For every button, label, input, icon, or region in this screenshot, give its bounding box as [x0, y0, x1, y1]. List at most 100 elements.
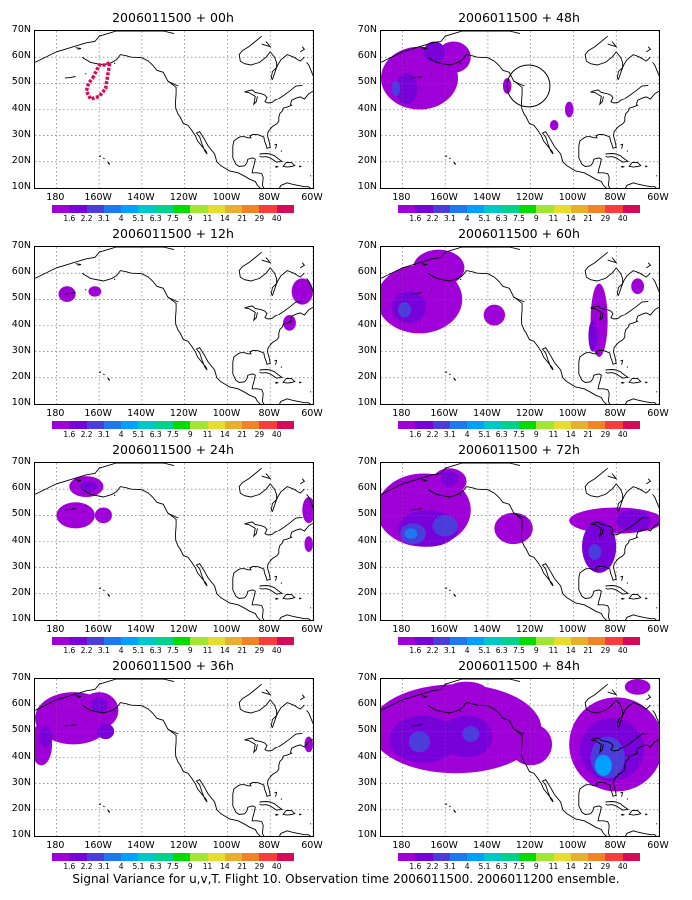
y-tick-label: 70N: [11, 456, 31, 467]
x-tick-label: 120W: [515, 624, 544, 635]
colorbar-label: 7.5: [513, 646, 525, 655]
colorbar-label: 7.5: [167, 214, 179, 223]
coastline: [282, 377, 296, 384]
x-tick-label: 60W: [301, 840, 323, 851]
y-tick-label: 20N: [357, 802, 377, 814]
coastline: [103, 805, 106, 808]
panel-title-0: 2006011500 + 00h: [112, 10, 234, 25]
y-tick-label: 10N: [11, 613, 31, 624]
coastline: [269, 699, 305, 729]
y-tick-label: 20N: [11, 586, 31, 598]
coastline: [278, 300, 303, 316]
y-tick-label: 10N: [357, 613, 377, 624]
colorbar: [52, 853, 294, 861]
coastline: [64, 508, 76, 511]
coastline: [626, 150, 629, 152]
colorbar-swatch: [432, 637, 450, 645]
colorbar-swatch: [518, 421, 537, 429]
colorbar-swatch: [501, 853, 519, 861]
colorbar-label: 29: [254, 214, 265, 223]
x-tick-label: 160W: [430, 840, 458, 851]
colorbar-label: 1.6: [63, 430, 76, 439]
colorbar-label: 3.1: [97, 646, 110, 655]
coastline: [299, 813, 303, 816]
colorbar-swatch: [172, 853, 191, 861]
colorbar-label: 29: [600, 646, 611, 655]
x-tick-label: 180: [392, 192, 411, 203]
coastline: [427, 270, 657, 404]
y-tick-label: 20N: [11, 154, 31, 166]
coastline: [85, 73, 87, 75]
colorbar-label: 1.6: [409, 214, 422, 223]
colorbar-swatch: [449, 421, 468, 429]
x-tick-label: 140W: [473, 408, 501, 419]
y-tick-label: 30N: [357, 560, 377, 572]
coastline: [578, 90, 659, 188]
coastline: [113, 278, 116, 281]
colorbar-label: 5.1: [132, 862, 145, 871]
y-tick-label: 50N: [11, 76, 31, 88]
map-canvas-5: [381, 247, 659, 404]
y-tick-label: 60N: [357, 482, 377, 494]
colorbar-swatch: [622, 205, 640, 213]
variance-blob-6: [304, 736, 313, 753]
variance-blob-1: [79, 481, 98, 492]
variance-blob-11: [616, 510, 651, 532]
coastline: [645, 813, 649, 816]
colorbar-label: 11: [548, 862, 559, 871]
colorbar-label: 5.1: [132, 430, 145, 439]
colorbar-label: 6.3: [149, 646, 162, 655]
coastline: [652, 494, 659, 508]
colorbar-swatch: [518, 637, 537, 645]
coastline: [280, 798, 283, 800]
colorbar-swatch: [605, 421, 623, 429]
colorbar-swatch: [207, 853, 225, 861]
coastline: [99, 155, 102, 158]
colorbar-swatch: [467, 205, 485, 213]
variance-blob-4: [483, 304, 506, 326]
colorbar-label: 4: [118, 862, 124, 871]
coastline: [282, 809, 296, 816]
panel-title-7: 2006011500 + 84h: [458, 658, 580, 673]
coastline: [656, 607, 658, 609]
colorbar: [52, 205, 294, 213]
y-tick-label: 20N: [357, 154, 377, 166]
variance-blob-3: [432, 515, 458, 537]
variance-blob-3: [398, 301, 411, 318]
colorbar-swatch: [536, 421, 554, 429]
x-tick-label: 80W: [258, 408, 280, 419]
coastline: [431, 73, 433, 75]
colorbar-swatch: [207, 637, 225, 645]
colorbar-swatch: [86, 205, 104, 213]
colorbar-label: 9: [533, 430, 539, 439]
y-tick-label: 70N: [11, 24, 31, 35]
colorbar-label: 4: [118, 214, 124, 223]
coastline: [605, 801, 630, 811]
colorbar-label: 14: [220, 430, 230, 439]
coastline: [103, 589, 106, 592]
colorbar-label: 7.5: [513, 862, 525, 871]
y-tick-label: 20N: [11, 370, 31, 382]
y-tick-label: 30N: [357, 128, 377, 140]
colorbar-swatch: [536, 637, 554, 645]
coastline: [261, 41, 272, 48]
colorbar-label: 11: [548, 430, 559, 439]
coastline: [259, 801, 284, 811]
colorbar-label: 14: [566, 646, 576, 655]
x-tick-label: 60W: [647, 192, 669, 203]
y-tick-label: 30N: [11, 344, 31, 356]
colorbar-swatch: [398, 205, 416, 213]
variance-blob-1: [88, 286, 102, 297]
coastline: [645, 46, 652, 53]
coastline: [261, 525, 278, 536]
colorbar-swatch: [52, 637, 70, 645]
coastline: [445, 803, 448, 806]
coastline: [275, 813, 280, 816]
colorbar-label: 7.5: [167, 646, 179, 655]
coastline: [306, 278, 313, 292]
colorbar-swatch: [553, 205, 571, 213]
colorbar-label: 6.3: [149, 430, 162, 439]
map-panel-0: [34, 30, 314, 189]
colorbar-label: 2.2: [80, 214, 93, 223]
colorbar-swatch: [570, 205, 589, 213]
